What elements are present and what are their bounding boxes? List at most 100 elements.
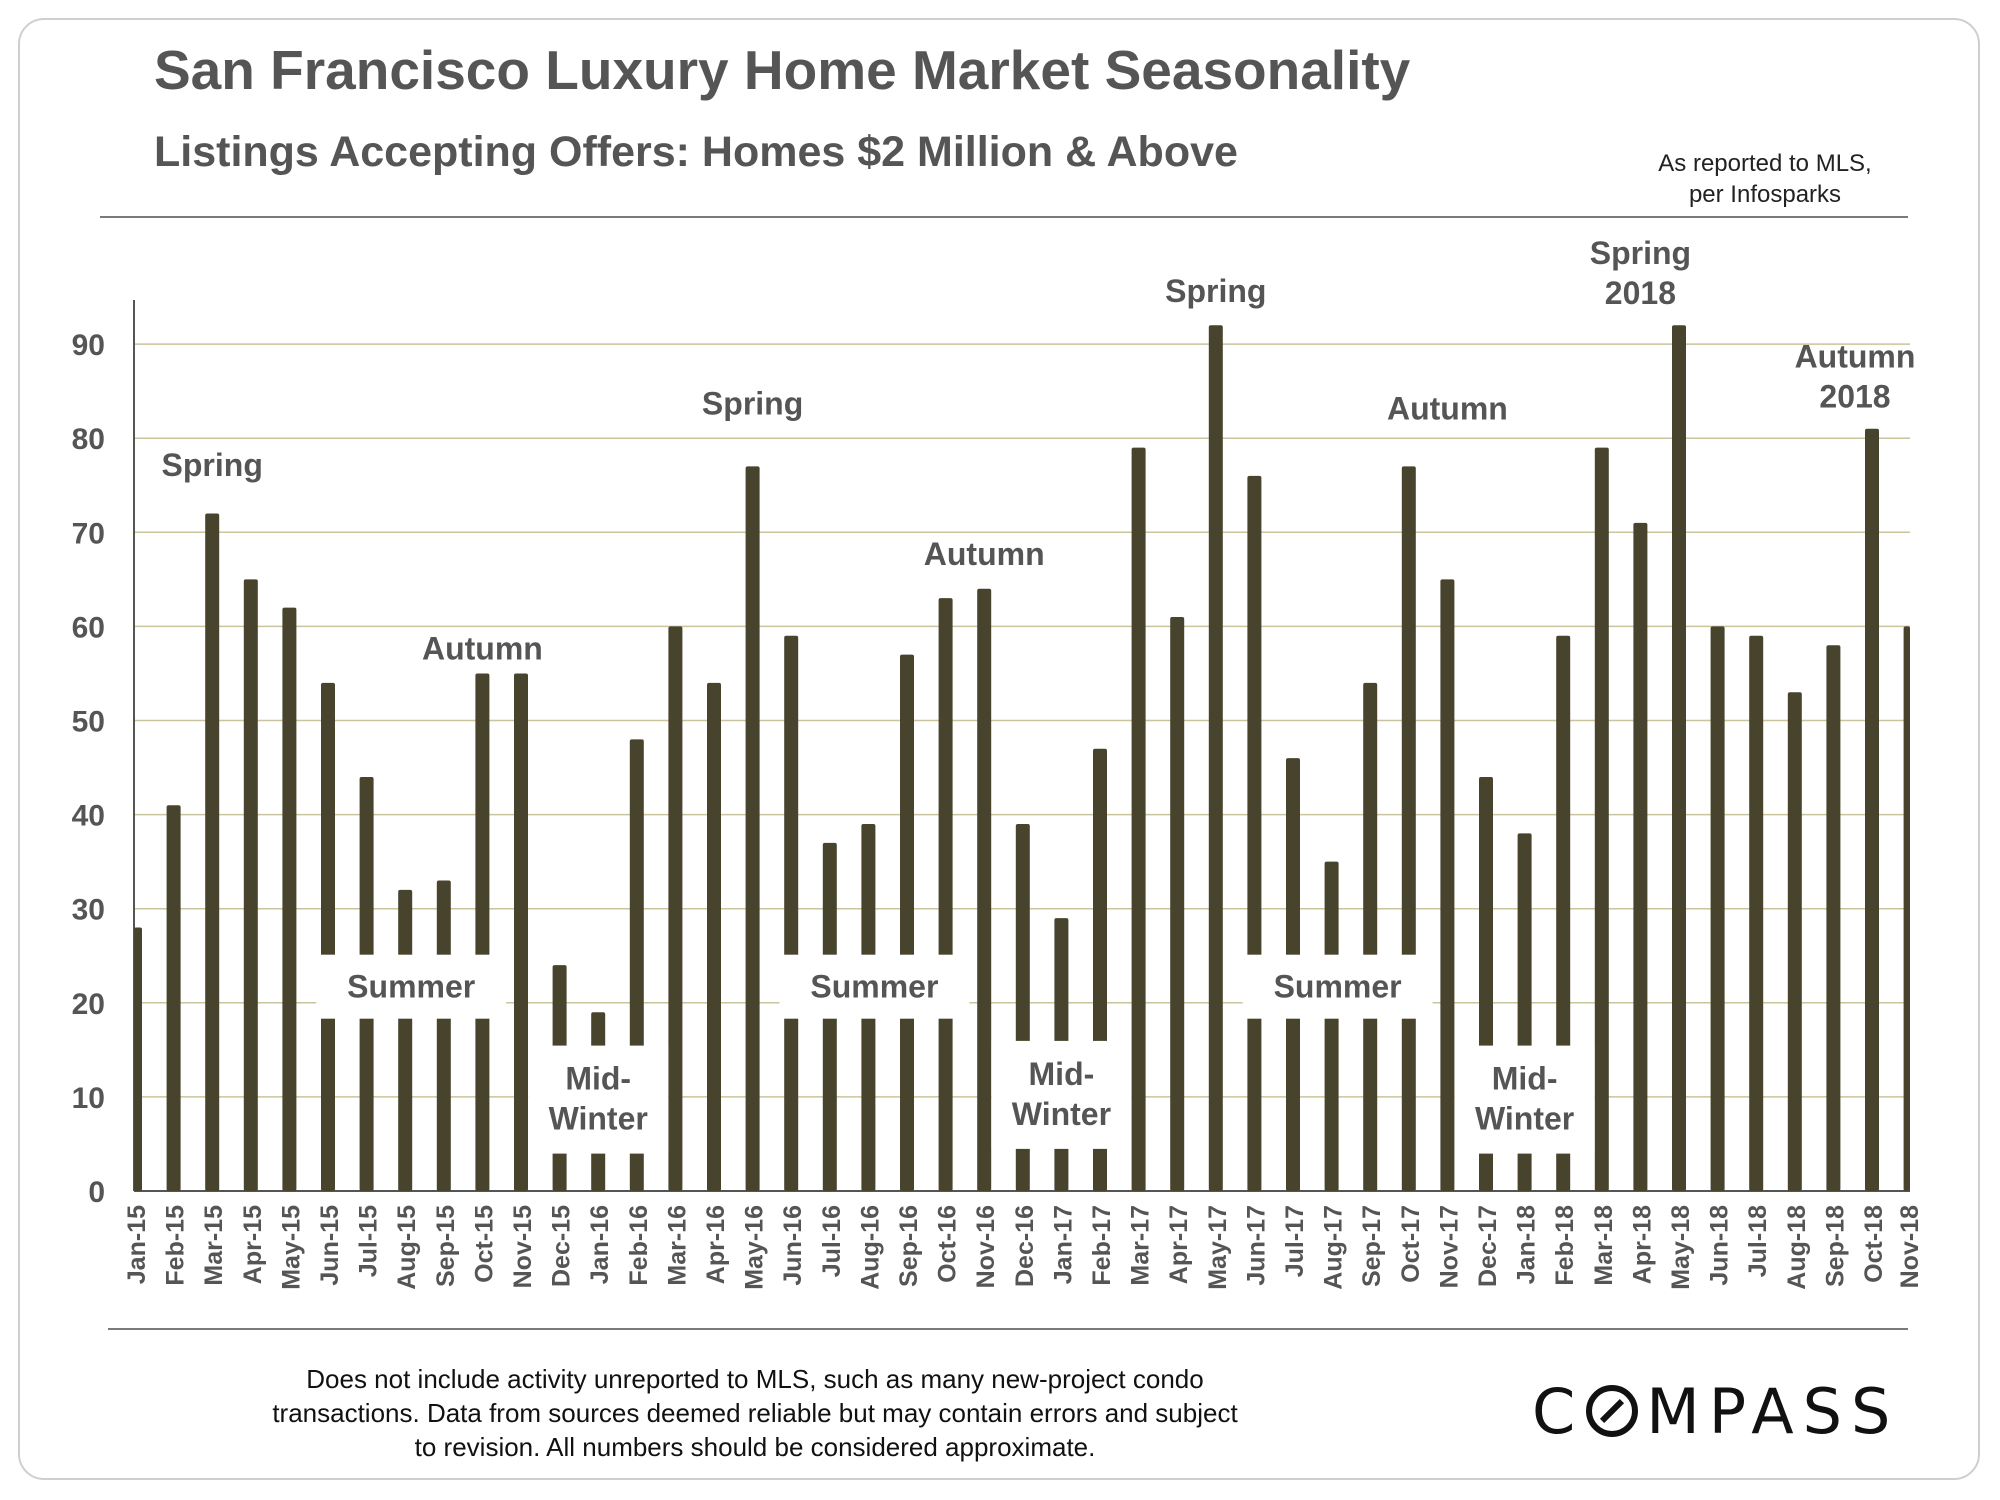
x-tick-label: Jul-17 bbox=[1281, 1205, 1309, 1277]
x-tick-label: Jul-18 bbox=[1744, 1205, 1772, 1277]
annotation-box bbox=[1242, 954, 1433, 1019]
season-annotation: Autumn bbox=[422, 630, 543, 666]
season-annotation: Autumn bbox=[1387, 390, 1508, 426]
season-annotation: Summer bbox=[1274, 969, 1402, 1005]
x-tick-label: May-18 bbox=[1667, 1205, 1695, 1290]
bar bbox=[1594, 447, 1609, 1191]
bar bbox=[938, 598, 953, 1191]
source-note-line-2: per Infosparks bbox=[1688, 181, 1842, 208]
bar bbox=[1710, 626, 1725, 1191]
x-tick-label: Aug-15 bbox=[393, 1205, 421, 1290]
x-tick-label: Oct-18 bbox=[1860, 1205, 1888, 1283]
annotation-box bbox=[528, 1045, 669, 1154]
y-tick-label: 30 bbox=[72, 894, 105, 927]
season-annotation: 2018 bbox=[1605, 275, 1676, 311]
logo-compass-o-icon bbox=[1586, 1385, 1639, 1437]
x-tick-label: Mar-18 bbox=[1590, 1205, 1618, 1286]
x-tick-label: Jun-17 bbox=[1242, 1205, 1270, 1286]
bar bbox=[707, 682, 721, 1191]
y-tick-label: 20 bbox=[72, 988, 105, 1021]
bar bbox=[1903, 626, 1910, 1191]
bar bbox=[475, 673, 490, 1191]
bar bbox=[1324, 861, 1339, 1191]
bar bbox=[166, 805, 181, 1191]
footer-divider bbox=[108, 1328, 1908, 1330]
bar bbox=[205, 513, 220, 1191]
chart-subtitle: Listings Accepting Offers: Homes $2 Mill… bbox=[154, 128, 1238, 176]
x-tick-label: Apr-16 bbox=[702, 1205, 730, 1284]
x-tick-label: Jun-15 bbox=[316, 1205, 344, 1286]
x-tick-label: Apr-18 bbox=[1628, 1205, 1656, 1284]
bar bbox=[1247, 475, 1262, 1192]
x-tick-label: Nov-17 bbox=[1435, 1205, 1463, 1288]
x-tick-label: Apr-17 bbox=[1165, 1205, 1193, 1284]
bar bbox=[668, 626, 683, 1191]
bar bbox=[1440, 579, 1455, 1191]
x-tick-label: Sep-17 bbox=[1358, 1205, 1386, 1287]
y-tick-label: 40 bbox=[72, 800, 105, 833]
x-tick-label: Mar-17 bbox=[1127, 1205, 1155, 1286]
y-tick-label: 60 bbox=[72, 611, 105, 644]
x-tick-label: Dec-17 bbox=[1474, 1205, 1502, 1287]
header-divider bbox=[100, 216, 1908, 218]
y-tick-label: 70 bbox=[72, 517, 105, 550]
season-annotation: Spring bbox=[1165, 273, 1266, 309]
y-tick-label: 50 bbox=[72, 706, 105, 739]
bar bbox=[1401, 466, 1416, 1191]
bar bbox=[1672, 325, 1686, 1191]
bar bbox=[784, 635, 799, 1191]
x-tick-label: Jul-16 bbox=[818, 1205, 846, 1277]
x-tick-label: Jan-17 bbox=[1049, 1205, 1077, 1284]
x-tick-label: Dec-16 bbox=[1011, 1205, 1039, 1287]
source-note: As reported to MLS, per Infosparks bbox=[1600, 148, 1930, 210]
x-tick-label: Feb-17 bbox=[1088, 1205, 1116, 1286]
x-tick-label: Jul-15 bbox=[355, 1205, 383, 1277]
compass-logo: C MPASS bbox=[1532, 1375, 1899, 1448]
bar bbox=[1787, 692, 1802, 1191]
bar bbox=[977, 588, 992, 1191]
bar bbox=[1633, 522, 1648, 1191]
bar bbox=[321, 682, 335, 1191]
bar bbox=[134, 927, 142, 1191]
x-tick-label: Nov-16 bbox=[972, 1205, 1000, 1288]
x-tick-label: Feb-15 bbox=[162, 1205, 190, 1286]
chart-title: San Francisco Luxury Home Market Seasona… bbox=[154, 39, 1411, 101]
x-tick-label: Aug-18 bbox=[1783, 1205, 1811, 1290]
season-annotation: Summer bbox=[810, 969, 938, 1005]
x-tick-label: Feb-16 bbox=[625, 1205, 653, 1286]
season-annotation: Winter bbox=[549, 1101, 648, 1137]
logo-letter-c: C bbox=[1532, 1375, 1585, 1448]
disclaimer: Does not include activity unreported to … bbox=[220, 1362, 1290, 1464]
season-annotation: Mid- bbox=[565, 1061, 631, 1097]
source-note-line-1: As reported to MLS, bbox=[1658, 150, 1872, 177]
annotation-box bbox=[991, 1040, 1132, 1149]
x-tick-label: Sep-15 bbox=[432, 1205, 460, 1287]
x-tick-label: May-17 bbox=[1204, 1205, 1232, 1290]
bar bbox=[514, 673, 528, 1191]
x-tick-label: Sep-18 bbox=[1821, 1205, 1849, 1287]
bar bbox=[1865, 428, 1879, 1191]
x-tick-label: Apr-15 bbox=[239, 1205, 267, 1284]
season-annotation: Summer bbox=[347, 969, 475, 1005]
x-tick-label: Oct-17 bbox=[1397, 1205, 1425, 1283]
x-tick-label: Jan-18 bbox=[1513, 1205, 1541, 1284]
season-annotation: 2018 bbox=[1819, 379, 1890, 415]
bar bbox=[1170, 616, 1185, 1191]
bar bbox=[436, 880, 451, 1191]
x-tick-label: May-16 bbox=[741, 1205, 769, 1290]
x-tick-label: Mar-16 bbox=[663, 1205, 691, 1286]
bar bbox=[282, 607, 297, 1191]
season-annotation: Mid- bbox=[1492, 1061, 1558, 1097]
bar bbox=[243, 579, 258, 1191]
season-annotation: Autumn bbox=[1795, 339, 1916, 375]
x-tick-label: Oct-16 bbox=[934, 1205, 962, 1283]
x-tick-label: May-15 bbox=[277, 1205, 305, 1290]
bar bbox=[900, 654, 914, 1191]
y-tick-label: 0 bbox=[88, 1176, 105, 1209]
disclaimer-line-3: to revision. All numbers should be consi… bbox=[414, 1432, 1096, 1462]
season-annotation: Mid- bbox=[1029, 1056, 1095, 1092]
x-tick-label: Nov-15 bbox=[509, 1205, 537, 1288]
x-tick-label: Mar-15 bbox=[200, 1205, 228, 1286]
season-annotation: Spring bbox=[162, 447, 263, 483]
logo-letters-mpass: MPASS bbox=[1646, 1375, 1900, 1448]
